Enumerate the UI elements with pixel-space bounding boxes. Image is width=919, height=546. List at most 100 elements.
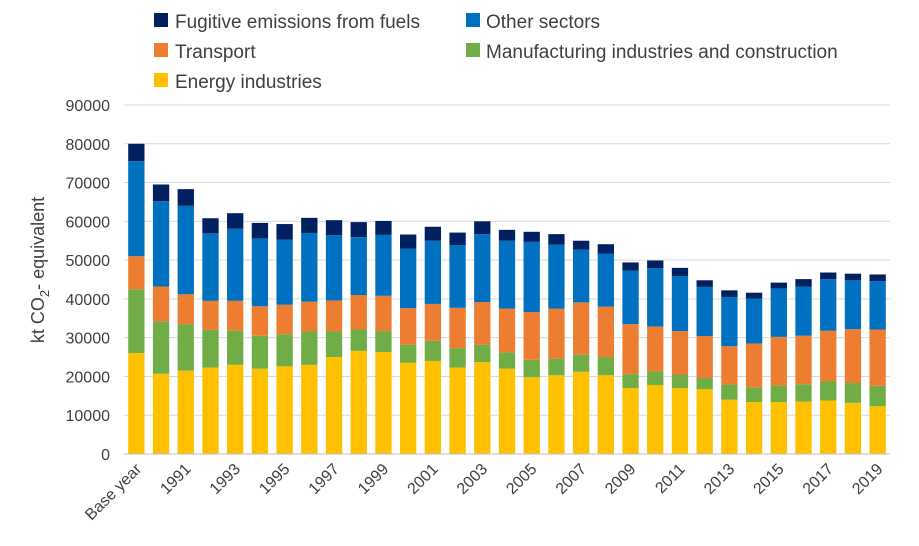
bar-segment	[400, 234, 417, 249]
bar-segment	[202, 367, 219, 454]
bar-segment	[177, 189, 194, 206]
bar-segment	[795, 401, 812, 454]
bar-segment	[721, 384, 738, 400]
y-tick-label: 60000	[66, 214, 111, 231]
bar-segment	[795, 286, 812, 336]
bar-segment	[820, 279, 837, 331]
bar-segment	[400, 248, 417, 309]
bar-segment	[375, 295, 392, 332]
bar-segment	[671, 331, 689, 375]
bar-segment	[227, 364, 244, 454]
bar-segment	[671, 276, 689, 332]
bar-segment	[844, 383, 862, 403]
bar-segment	[449, 232, 466, 245]
bar-segment	[820, 381, 837, 401]
bar-segment	[572, 354, 590, 372]
bars	[128, 143, 886, 454]
bar-segment	[301, 331, 318, 365]
legend-swatch-manufacturing	[466, 43, 480, 57]
bar-segment	[375, 234, 392, 296]
bar-segment	[597, 375, 614, 454]
bar-segment	[721, 296, 738, 347]
bar-segment	[128, 289, 145, 354]
bar-segment	[523, 312, 540, 360]
bar-segment	[548, 308, 565, 359]
x-tick-label: 2019	[849, 461, 886, 498]
bar-segment	[350, 222, 367, 238]
bar-segment	[548, 234, 565, 245]
bar-segment	[696, 377, 713, 390]
bar-segment	[449, 348, 466, 368]
bar-segment	[400, 308, 417, 345]
bar-segment	[177, 370, 194, 454]
legend-swatch-transport	[154, 43, 168, 57]
bar-segment	[424, 340, 442, 361]
bar-segment	[869, 406, 886, 454]
bar-segment	[301, 364, 318, 454]
bar-segment	[572, 249, 590, 303]
bar-segment	[572, 302, 590, 355]
bar-segment	[597, 244, 614, 254]
x-tick-label: 1991	[157, 461, 194, 498]
bar-segment	[869, 385, 886, 407]
bar-segment	[128, 353, 145, 454]
bar-segment	[696, 389, 713, 454]
bar-segment	[251, 368, 269, 454]
x-tick-label: 2011	[652, 461, 688, 497]
x-tick-label: 1995	[256, 461, 293, 498]
bar-segment	[474, 221, 491, 235]
bar-segment	[523, 241, 540, 313]
bar-segment	[301, 232, 318, 302]
bar-segment	[745, 402, 763, 454]
x-tick-label: Base year	[82, 460, 145, 523]
bar-segment	[647, 260, 664, 269]
legend-swatch-other-sectors	[466, 13, 480, 27]
bar-segment	[251, 335, 269, 369]
legend-label-other-sectors: Other sectors	[486, 12, 600, 33]
legend-label-energy: Energy industries	[175, 72, 322, 93]
bar-segment	[128, 161, 145, 257]
bar-segment	[301, 217, 318, 233]
bar-segment	[622, 270, 639, 325]
bar-segment	[177, 324, 194, 371]
bar-segment	[498, 308, 516, 353]
bar-segment	[498, 229, 516, 241]
x-tick-label: 2017	[800, 461, 837, 498]
bar-segment	[696, 286, 713, 337]
legend-swatch-energy	[154, 73, 168, 87]
bar-segment	[647, 326, 664, 372]
bar-segment	[276, 366, 293, 454]
bar-segment	[227, 228, 244, 301]
bar-segment	[202, 329, 219, 368]
bar-segment	[745, 292, 763, 299]
y-axis-title-rest: - equivalent	[28, 197, 48, 290]
bar-segment	[276, 239, 293, 305]
bar-segment	[202, 233, 219, 301]
bar-segment	[276, 334, 293, 367]
bar-segment	[152, 184, 170, 202]
bar-segment	[647, 371, 664, 385]
bar-segment	[498, 240, 516, 309]
bar-segment	[325, 357, 343, 454]
bar-segment	[325, 220, 343, 236]
bar-segment	[474, 344, 491, 363]
x-axis-ticks: Base year 1991 1993 1995 1997 1999 2001 2003 200…	[82, 460, 886, 523]
bar-segment	[424, 360, 442, 454]
bar-segment	[597, 357, 614, 376]
bar-segment	[572, 371, 590, 454]
bar-segment	[721, 346, 738, 385]
bar-segment	[152, 201, 170, 287]
bar-segment	[449, 244, 466, 308]
bar-segment	[301, 301, 318, 332]
bar-segment	[622, 324, 639, 375]
bar-segment	[647, 384, 664, 454]
bar-segment	[844, 402, 862, 454]
bar-segment	[227, 330, 244, 365]
x-tick-label: 2007	[553, 461, 590, 498]
bar-segment	[869, 329, 886, 386]
y-tick-label: 70000	[66, 176, 111, 193]
bar-segment	[474, 362, 491, 454]
bar-segment	[251, 306, 269, 336]
bar-segment	[869, 274, 886, 282]
